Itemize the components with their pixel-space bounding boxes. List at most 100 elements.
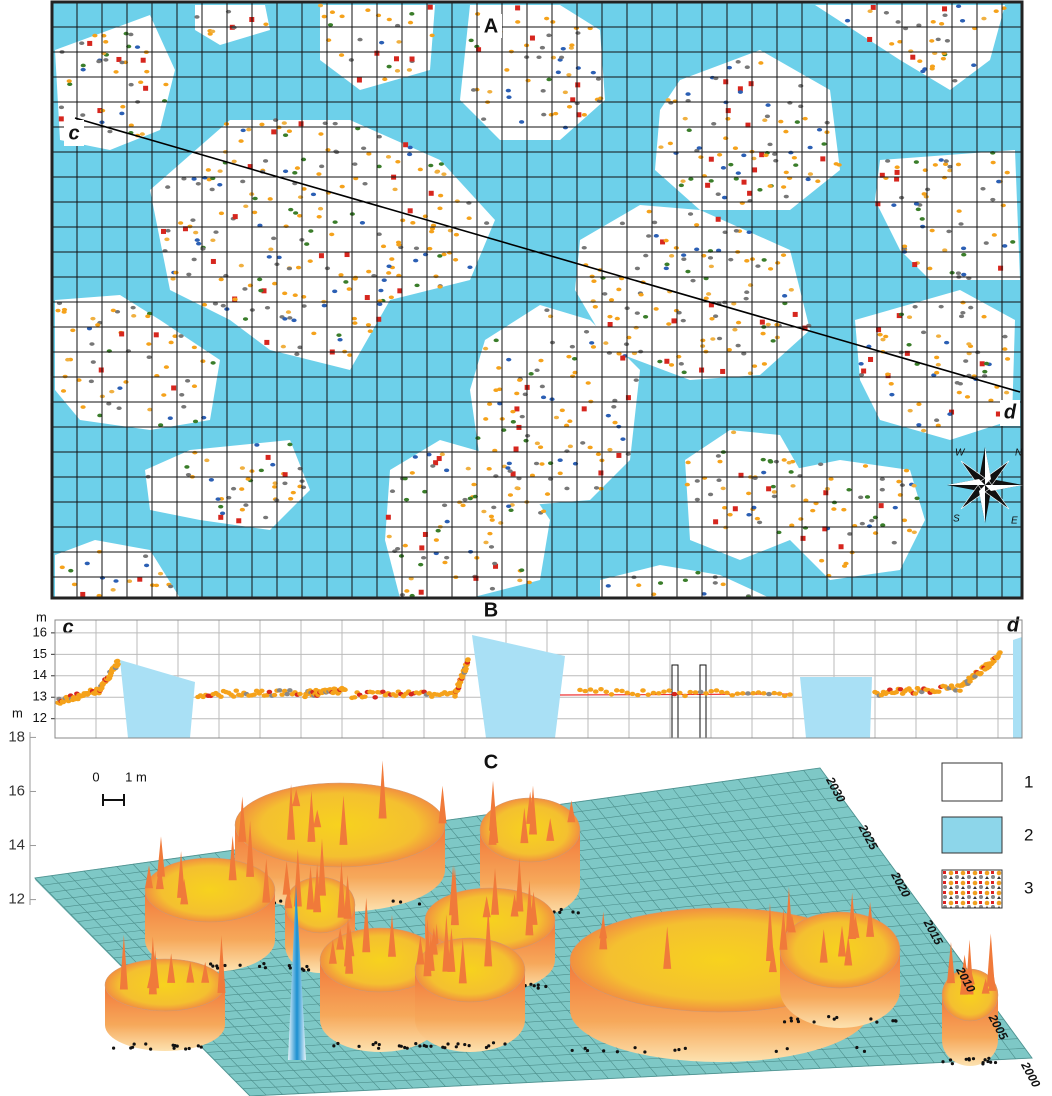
find [700,338,706,343]
find [907,408,913,413]
find [788,470,794,474]
find [473,575,479,581]
find [580,441,586,445]
island [575,205,810,380]
find [955,162,962,167]
find [603,341,609,345]
find [342,687,348,693]
find [243,503,249,507]
find [706,292,712,296]
z-axis: 12 14 16 18 [8,728,36,908]
find [755,264,761,268]
find [614,316,620,321]
find [929,39,935,43]
find [920,69,926,74]
find [441,1045,445,1049]
find [620,437,626,441]
find [559,907,563,912]
spike [292,789,301,807]
find [735,171,741,175]
find [434,170,440,174]
find [258,468,264,473]
find [413,246,420,251]
find [140,57,146,63]
find [194,238,200,242]
find [720,582,726,587]
find [715,454,722,458]
find [288,207,294,212]
find [906,342,912,347]
find [280,344,286,349]
channel [472,635,565,738]
profile-finds [55,650,1003,706]
find [101,33,107,38]
spike [282,861,291,895]
find [827,1015,831,1019]
find [781,693,788,699]
spike [848,892,857,939]
find [146,342,152,346]
find [557,458,563,463]
find [267,197,273,201]
find [941,1060,945,1064]
spike [526,791,535,824]
find [199,1045,203,1049]
find [362,181,368,186]
find [377,1042,381,1047]
find [861,368,867,374]
find [767,458,773,463]
find [960,300,966,305]
find [193,230,199,235]
find [452,257,459,262]
find [883,10,890,15]
find [663,266,669,271]
find [990,160,996,165]
find [956,390,962,395]
find [807,145,813,150]
find [728,257,734,262]
find [593,486,600,490]
find [940,56,946,61]
spike [447,927,456,972]
find [444,555,450,560]
find [161,393,167,397]
find [960,246,967,251]
find [386,271,392,275]
find [179,392,185,397]
find [980,186,986,191]
find [403,142,409,148]
find [170,277,176,281]
find [685,460,691,465]
find [441,252,447,257]
find [452,694,458,699]
find [947,164,953,169]
find [581,113,587,117]
find [144,69,150,74]
find [288,496,294,501]
find [738,472,744,478]
surface-grid-line [249,1057,1033,1096]
y-tick-label: 13 [33,689,47,704]
find [175,1044,179,1048]
find [941,175,948,180]
find [257,277,263,282]
find [515,5,521,11]
find [338,273,344,277]
spike [779,909,788,950]
find [781,185,787,189]
island [55,295,220,430]
find [536,986,540,990]
find [633,378,639,382]
legend-label: 1 [1024,772,1033,791]
surface-grid-line [242,1048,1025,1090]
find [997,650,1003,655]
find [570,97,576,103]
find [88,379,94,384]
find [456,1042,460,1046]
find [710,337,716,341]
find [332,1044,336,1048]
find [185,472,192,477]
find [800,535,806,541]
find [538,358,544,363]
